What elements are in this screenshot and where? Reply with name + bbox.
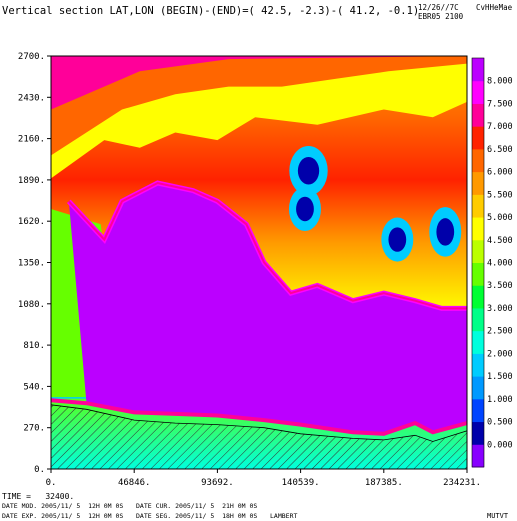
colorbar-swatch — [472, 239, 484, 263]
pocket-3 — [436, 218, 455, 246]
core-edge-band-outer — [68, 181, 467, 310]
y-tick-label: 1080. — [18, 300, 45, 310]
upper-isoline-1 — [51, 56, 467, 156]
colorbar-label: 2.000 — [487, 349, 513, 359]
colorbar-swatch — [472, 58, 484, 82]
colorbar-swatch — [472, 262, 484, 286]
colorbar-swatch — [472, 148, 484, 173]
y-tick-label: 2430. — [18, 93, 45, 103]
chart-title: Vertical section LAT,LON (BEGIN)-(END)=(… — [2, 5, 419, 17]
meta-right: CvHHeMae — [476, 3, 513, 12]
x-tick-label: 93692. — [201, 478, 234, 488]
low-value-pockets — [288, 145, 462, 262]
pocket-1 — [296, 196, 314, 222]
footer-date-exp: DATE EXP. 2005/11/ 5 12H 0M 0S — [2, 512, 123, 520]
colorbar-swatch — [472, 194, 484, 218]
colorbar-label: 6.000 — [487, 168, 513, 178]
colorbar-label: 0.000 — [487, 440, 513, 450]
y-tick-label: 540. — [23, 382, 45, 392]
footer-time: TIME = 32400. — [2, 492, 74, 501]
colorbar-swatch — [472, 444, 484, 468]
colorbar-label: 6.500 — [487, 145, 513, 155]
y-tick-label: 270. — [23, 424, 45, 434]
colorbar-swatch — [472, 217, 484, 241]
colorbar-label: 5.000 — [487, 213, 513, 223]
colorbar-swatch — [472, 171, 484, 195]
colorbar-label: 8.000 — [487, 77, 513, 87]
pocket-0 — [297, 156, 320, 185]
y-tick-label: 2160. — [18, 135, 45, 145]
colorbar-label: 7.000 — [487, 122, 513, 132]
x-tick-label: 187385. — [365, 478, 403, 488]
colorbar-swatch — [472, 330, 484, 354]
colorbar-label: 1.500 — [487, 372, 513, 382]
footer-field: MUTVT — [487, 512, 509, 520]
colorbar-swatch — [472, 126, 484, 150]
footer-date-cur: DATE CUR. 2005/11/ 5 21H 0M 0S — [136, 502, 257, 510]
footer-date-seg: DATE SEG. 2005/11/ 5 18H 0M 0S — [136, 512, 257, 520]
x-tick-label: 0. — [46, 478, 57, 488]
y-axis: 0. 270. 540. 810. 1080. 1350. 1620. 1890. 2160. 2… — [18, 52, 51, 475]
y-tick-label: 1350. — [18, 259, 45, 269]
x-tick-label: 140539. — [282, 478, 320, 488]
colorbar-swatch — [472, 80, 484, 104]
upper-isoline-2 — [51, 56, 467, 110]
low-level-band — [51, 398, 467, 436]
colorbar-label: 3.500 — [487, 281, 513, 291]
colorbar-label: 4.500 — [487, 236, 513, 246]
footer-date-mod: DATE MOD. 2005/11/ 5 12H 0M 0S — [2, 502, 123, 510]
colorbar-swatch — [472, 353, 484, 377]
colorbar-label: 1.000 — [487, 395, 513, 405]
x-tick-label: 46846. — [118, 478, 151, 488]
y-tick-label: 1620. — [18, 217, 45, 227]
colorbar-label: 2.500 — [487, 327, 513, 337]
colorbar-swatch — [472, 398, 484, 423]
meta-line2: EBR05 2100 — [418, 12, 464, 21]
colorbar-label: 3.000 — [487, 304, 513, 314]
colorbar-frame — [471, 57, 485, 468]
colorbar-swatch — [472, 376, 484, 400]
colorbar-label: 4.000 — [487, 259, 513, 269]
x-tick-label: 234231. — [443, 478, 481, 488]
colorbar-swatch — [472, 285, 484, 309]
x-axis: 0. 46846. 93692. 140539. 187385. 234231. — [46, 469, 481, 488]
colorbar-swatch — [472, 103, 484, 127]
meta-line1: 12/26//7C — [418, 3, 459, 12]
colorbar-label: 7.500 — [487, 99, 513, 109]
colorbar-swatch — [472, 421, 484, 445]
pocket-2 — [388, 227, 407, 252]
y-tick-label: 810. — [23, 341, 45, 351]
colorbar: 0.000 0.500 1.000 1.500 2.000 2.500 3.000 3.500… — [471, 57, 513, 468]
upper-isolines — [51, 56, 467, 179]
y-tick-label: 2700. — [18, 52, 45, 62]
colorbar-swatch — [472, 307, 484, 332]
footer-projection: LAMBERT — [270, 512, 297, 520]
high-value-core — [68, 183, 467, 434]
terrain — [51, 404, 467, 469]
colorbar-label: 0.500 — [487, 418, 513, 428]
y-tick-label: 0. — [34, 465, 45, 475]
y-tick-label: 1890. — [18, 176, 45, 186]
colorbar-label: 5.500 — [487, 190, 513, 200]
